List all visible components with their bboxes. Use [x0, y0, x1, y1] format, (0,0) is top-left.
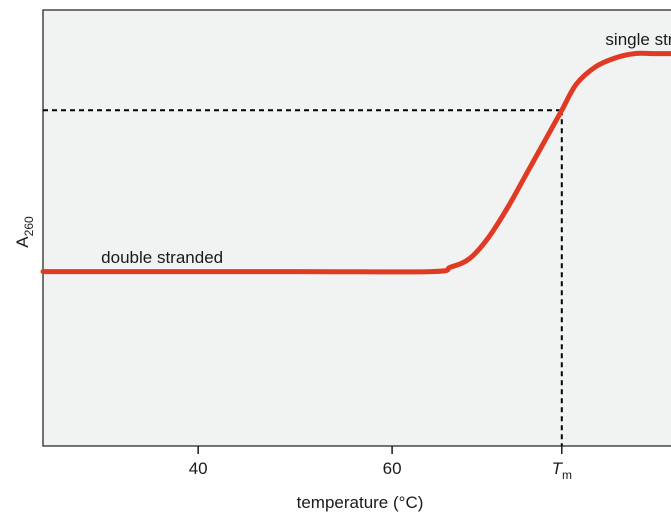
y-axis-label-main: A [13, 236, 32, 248]
y-axis-label-sub: 260 [22, 216, 36, 236]
annotation-0: double stranded [101, 248, 223, 267]
series-layer [40, 50, 671, 275]
x-ticks: 40 60 Tm [189, 446, 572, 482]
annotation-1: single stranded [605, 30, 671, 49]
annotations: double stranded single stranded [101, 30, 671, 267]
x-tick-label-1: 60 [383, 459, 402, 478]
midpoint-guides [43, 109, 563, 446]
x-tick-label-0: 40 [189, 459, 208, 478]
plot-area [42, 9, 671, 447]
x-axis-label: temperature (°C) [297, 493, 424, 512]
series-line-0 [40, 50, 671, 275]
y-axis-label: A260 [13, 216, 36, 248]
x-tick-label-2: Tm [552, 459, 572, 482]
